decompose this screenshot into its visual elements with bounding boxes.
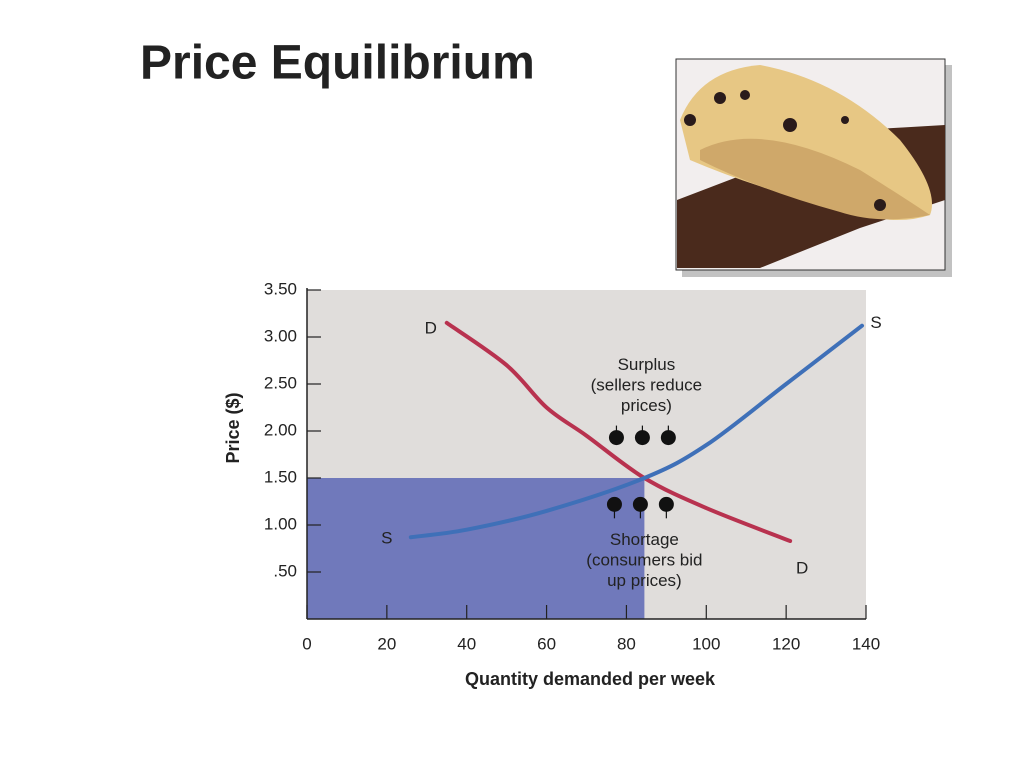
marker	[632, 496, 648, 512]
curve-label: D	[425, 318, 437, 337]
y-tick-label: 3.50	[264, 279, 297, 298]
curve-label: D	[796, 558, 808, 577]
x-tick-label: 40	[457, 634, 476, 653]
annotation-text: (sellers reduce	[591, 376, 703, 395]
curve	[408, 323, 865, 540]
annotation-text: prices)	[621, 396, 672, 415]
y-axis-label: Price ($)	[223, 392, 243, 463]
annotation-text: Shortage	[610, 530, 679, 549]
curve	[444, 320, 793, 543]
x-tick-label: 0	[302, 634, 311, 653]
annotation-text: Surplus	[618, 355, 676, 374]
annotation-text: (consumers bid	[586, 550, 702, 569]
curve-label: S	[870, 313, 881, 332]
curve-label: S	[381, 529, 392, 548]
x-tick-label: 140	[852, 634, 880, 653]
x-tick-label: 100	[692, 634, 720, 653]
y-tick-label: 1.50	[264, 467, 297, 486]
x-tick-label: 60	[537, 634, 556, 653]
x-axis-label: Quantity demanded per week	[465, 669, 716, 689]
x-tick-label: 80	[617, 634, 636, 653]
marker	[608, 430, 624, 446]
y-tick-label: 2.00	[264, 420, 297, 439]
x-tick-label: 120	[772, 634, 800, 653]
marker	[606, 496, 622, 512]
equilibrium-area	[307, 478, 645, 619]
photo	[675, 58, 952, 277]
y-tick-label: 2.50	[264, 373, 297, 392]
marker	[634, 430, 650, 446]
y-tick-label: 1.00	[264, 514, 297, 533]
x-tick-label: 20	[377, 634, 396, 653]
marker	[658, 496, 674, 512]
marker	[660, 430, 676, 446]
y-tick-label: .50	[273, 561, 297, 580]
y-tick-label: 3.00	[264, 326, 297, 345]
slide-title: Price Equilibrium	[140, 37, 535, 90]
annotation-text: up prices)	[607, 571, 682, 590]
